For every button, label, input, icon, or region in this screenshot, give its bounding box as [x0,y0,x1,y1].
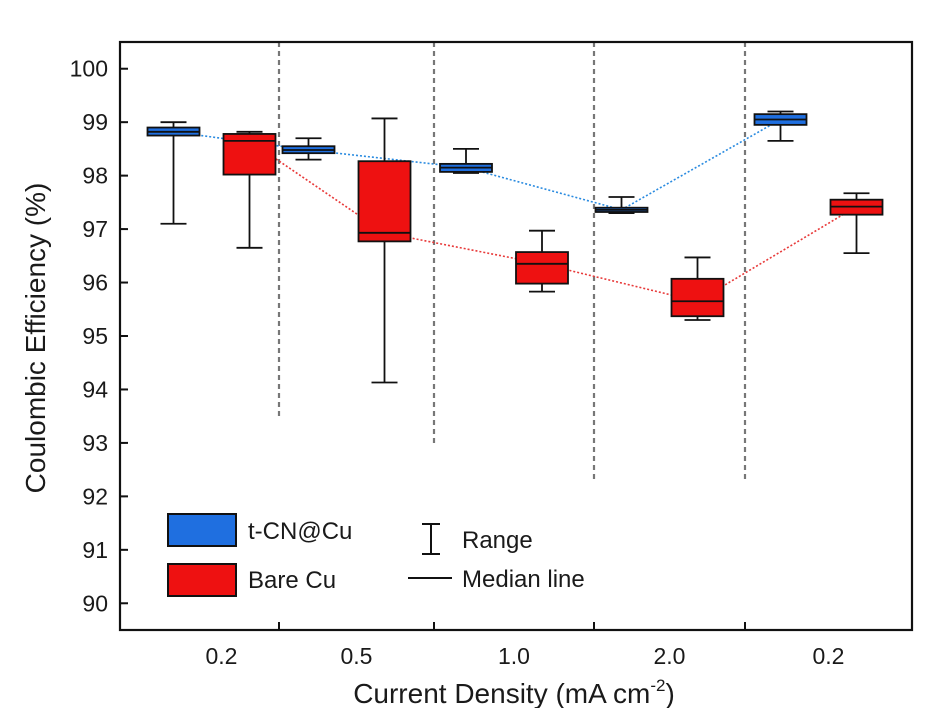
box-body [515,251,569,285]
legend-label-bare-cu: Bare Cu [248,567,336,594]
x-axis-title-close: ) [665,678,674,708]
x-axis-title-superscript: -2 [650,676,665,695]
legend-label-median-line: Median line [462,566,585,593]
y-tick-label: 90 [82,590,108,616]
legend: t-CN@Cu Bare Cu Range Median line [167,513,585,597]
legend-swatch-t-cn-cu [167,513,237,547]
legend-label-t-cn-cu: t-CN@Cu [248,518,352,545]
y-axis-title: Coulombic Efficiency (%) [20,183,51,494]
x-tick-labels: 0.2 0.5 1.0 2.0 0.2 [206,643,845,669]
box-2-2 [357,117,412,384]
box-1-1 [146,121,201,225]
x-tick-label: 0.2 [206,643,238,669]
legend-range-icon [422,523,440,555]
box-body [670,277,725,318]
x-tick-label: 0.5 [341,643,373,669]
y-tick-label: 91 [82,537,108,563]
median-trend-line-1 [173,118,781,211]
box-2-4 [670,256,725,321]
box-1-4 [594,196,649,214]
box-1-5 [753,110,808,142]
y-tick-label: 92 [82,483,108,509]
box-1-2 [281,137,336,161]
box-2-1 [222,130,277,249]
x-tick-label: 2.0 [654,643,686,669]
box-body [357,160,412,243]
x-tick-label: 1.0 [498,643,530,669]
y-tick-label: 97 [82,216,108,242]
median-trend-lines [173,118,857,303]
box-2-5 [829,192,884,255]
legend-swatch-bare-cu [167,563,237,597]
y-tick-label: 99 [82,109,108,135]
y-tick-label: 98 [82,163,108,189]
y-tick-label: 100 [70,56,108,82]
box-2-3 [515,229,569,293]
x-tick-label: 0.2 [813,643,845,669]
y-tick-labels: 90 91 92 93 94 95 96 97 98 99 100 [70,56,109,617]
y-tick-label: 93 [82,430,108,456]
y-tick-label: 96 [82,270,108,296]
box-1-3 [439,148,493,174]
x-axis-title: Current Density (mA cm-2) [353,676,675,708]
y-tick-label: 95 [82,323,108,349]
axes [118,40,914,632]
y-tick-label: 94 [82,376,108,402]
x-axis-title-main: Current Density (mA cm [353,678,650,708]
category-dividers [277,42,747,480]
median-trend-line-2 [249,140,857,303]
legend-label-range: Range [462,527,533,554]
box-plots [146,110,884,384]
